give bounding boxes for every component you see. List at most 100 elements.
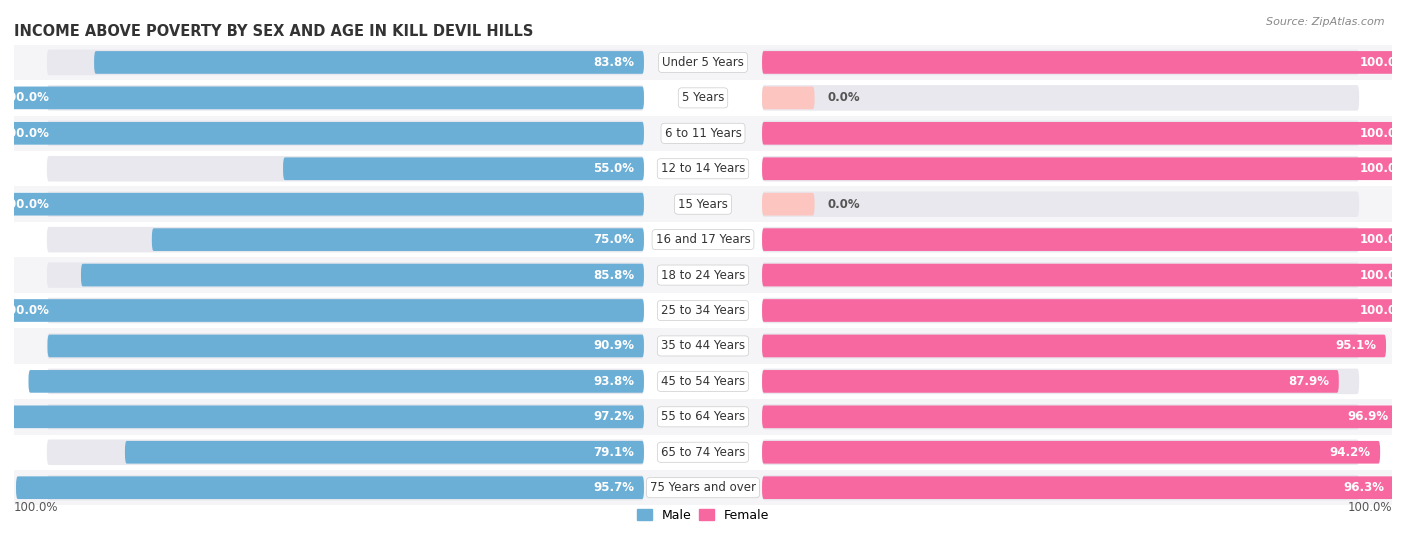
FancyBboxPatch shape [46, 404, 644, 429]
Text: 16 and 17 Years: 16 and 17 Years [655, 233, 751, 246]
FancyBboxPatch shape [762, 370, 1339, 393]
FancyBboxPatch shape [762, 298, 1360, 323]
FancyBboxPatch shape [46, 475, 644, 500]
FancyBboxPatch shape [46, 191, 644, 217]
Text: 93.8%: 93.8% [593, 375, 634, 388]
FancyBboxPatch shape [46, 439, 644, 465]
FancyBboxPatch shape [46, 333, 644, 359]
FancyBboxPatch shape [762, 333, 1360, 359]
Text: 6 to 11 Years: 6 to 11 Years [665, 127, 741, 140]
Bar [14, 116, 1392, 151]
Text: 100.0%: 100.0% [1360, 268, 1406, 282]
FancyBboxPatch shape [46, 85, 644, 111]
FancyBboxPatch shape [762, 156, 1360, 182]
Text: 65 to 74 Years: 65 to 74 Years [661, 446, 745, 459]
FancyBboxPatch shape [46, 298, 644, 323]
Text: 15 Years: 15 Years [678, 198, 728, 211]
Text: Under 5 Years: Under 5 Years [662, 56, 744, 69]
FancyBboxPatch shape [762, 441, 1381, 463]
Bar [14, 187, 1392, 222]
FancyBboxPatch shape [46, 121, 644, 146]
Text: 100.0%: 100.0% [14, 501, 59, 514]
Text: 100.0%: 100.0% [1360, 304, 1406, 317]
FancyBboxPatch shape [46, 50, 644, 75]
FancyBboxPatch shape [762, 87, 814, 109]
Text: 95.7%: 95.7% [593, 481, 634, 494]
Text: 55.0%: 55.0% [593, 162, 634, 176]
Bar [14, 222, 1392, 257]
FancyBboxPatch shape [762, 122, 1406, 145]
Text: 75.0%: 75.0% [593, 233, 634, 246]
Text: 75 Years and over: 75 Years and over [650, 481, 756, 494]
FancyBboxPatch shape [762, 121, 1360, 146]
FancyBboxPatch shape [762, 50, 1360, 75]
Text: 100.0%: 100.0% [1360, 56, 1406, 69]
FancyBboxPatch shape [6, 405, 644, 428]
Text: 100.0%: 100.0% [1347, 501, 1392, 514]
FancyBboxPatch shape [46, 368, 644, 394]
Bar [14, 80, 1392, 116]
Text: 97.2%: 97.2% [593, 410, 634, 423]
Bar [14, 293, 1392, 328]
Text: 95.1%: 95.1% [1336, 339, 1376, 352]
Text: 100.0%: 100.0% [1360, 127, 1406, 140]
FancyBboxPatch shape [46, 262, 644, 288]
FancyBboxPatch shape [762, 191, 1360, 217]
FancyBboxPatch shape [0, 193, 644, 216]
Text: 96.9%: 96.9% [1347, 410, 1388, 423]
Bar [14, 399, 1392, 434]
Legend: Male, Female: Male, Female [631, 504, 775, 527]
Text: 12 to 14 Years: 12 to 14 Years [661, 162, 745, 176]
FancyBboxPatch shape [82, 264, 644, 286]
FancyBboxPatch shape [762, 262, 1360, 288]
FancyBboxPatch shape [762, 405, 1398, 428]
Bar [14, 257, 1392, 293]
Text: 45 to 54 Years: 45 to 54 Years [661, 375, 745, 388]
Bar [14, 151, 1392, 187]
Text: 0.0%: 0.0% [828, 198, 860, 211]
Text: 35 to 44 Years: 35 to 44 Years [661, 339, 745, 352]
Bar [14, 434, 1392, 470]
Text: Source: ZipAtlas.com: Source: ZipAtlas.com [1267, 17, 1385, 27]
Text: 100.0%: 100.0% [1360, 233, 1406, 246]
Text: 25 to 34 Years: 25 to 34 Years [661, 304, 745, 317]
FancyBboxPatch shape [283, 158, 644, 180]
Text: 79.1%: 79.1% [593, 446, 634, 459]
FancyBboxPatch shape [762, 404, 1360, 429]
FancyBboxPatch shape [94, 51, 644, 74]
Text: 0.0%: 0.0% [828, 91, 860, 105]
Text: 94.2%: 94.2% [1329, 446, 1371, 459]
FancyBboxPatch shape [762, 476, 1393, 499]
FancyBboxPatch shape [48, 335, 644, 357]
Text: 5 Years: 5 Years [682, 91, 724, 105]
Text: INCOME ABOVE POVERTY BY SEX AND AGE IN KILL DEVIL HILLS: INCOME ABOVE POVERTY BY SEX AND AGE IN K… [14, 25, 533, 39]
FancyBboxPatch shape [125, 441, 644, 463]
Text: 90.9%: 90.9% [593, 339, 634, 352]
Text: 18 to 24 Years: 18 to 24 Years [661, 268, 745, 282]
FancyBboxPatch shape [15, 476, 644, 499]
FancyBboxPatch shape [762, 227, 1360, 253]
Bar [14, 470, 1392, 505]
Text: 87.9%: 87.9% [1288, 375, 1329, 388]
FancyBboxPatch shape [46, 227, 644, 253]
Text: 55 to 64 Years: 55 to 64 Years [661, 410, 745, 423]
FancyBboxPatch shape [0, 122, 644, 145]
FancyBboxPatch shape [762, 439, 1360, 465]
FancyBboxPatch shape [762, 368, 1360, 394]
FancyBboxPatch shape [762, 158, 1406, 180]
FancyBboxPatch shape [762, 335, 1386, 357]
FancyBboxPatch shape [152, 228, 644, 251]
FancyBboxPatch shape [762, 85, 1360, 111]
FancyBboxPatch shape [762, 51, 1406, 74]
Text: 100.0%: 100.0% [1, 127, 49, 140]
Text: 100.0%: 100.0% [1, 198, 49, 211]
Text: 85.8%: 85.8% [593, 268, 634, 282]
FancyBboxPatch shape [762, 228, 1406, 251]
Text: 100.0%: 100.0% [1, 91, 49, 105]
FancyBboxPatch shape [28, 370, 644, 393]
Bar [14, 328, 1392, 364]
FancyBboxPatch shape [0, 299, 644, 322]
FancyBboxPatch shape [762, 264, 1406, 286]
Bar [14, 45, 1392, 80]
FancyBboxPatch shape [762, 299, 1406, 322]
